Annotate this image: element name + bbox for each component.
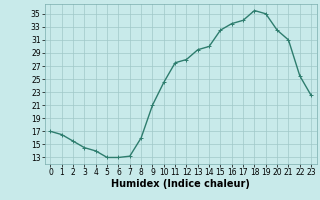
X-axis label: Humidex (Indice chaleur): Humidex (Indice chaleur) [111,179,250,189]
